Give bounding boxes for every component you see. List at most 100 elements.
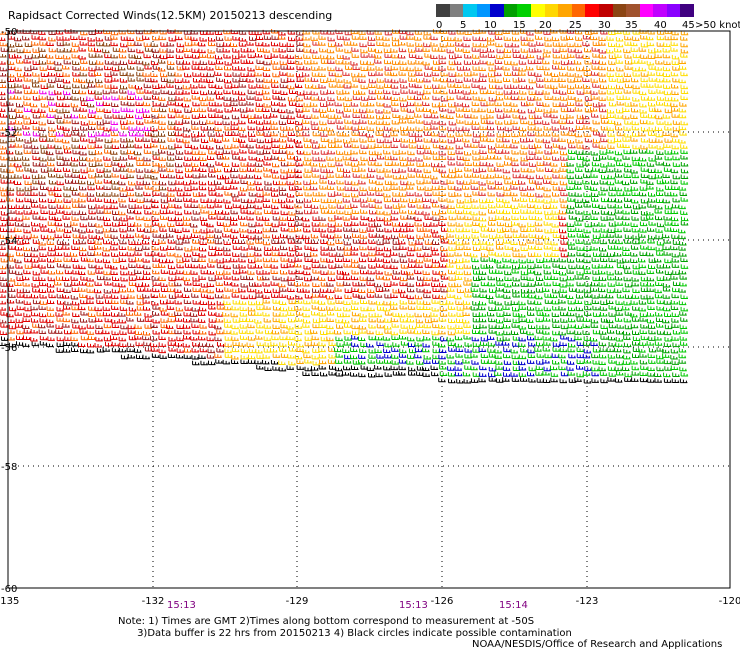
wind-barb [158, 138, 166, 143]
wind-barb [6, 149, 14, 155]
wind-barb [256, 150, 264, 155]
wind-barb [327, 66, 335, 72]
wind-barb [678, 107, 687, 113]
wind-barb [304, 77, 313, 82]
wind-barb [46, 150, 54, 156]
wind-barb [656, 179, 665, 185]
wind-barb [510, 95, 519, 101]
wind-barb [486, 108, 495, 113]
wind-barb [574, 275, 583, 280]
wind-barb [0, 41, 8, 47]
wind-barb [207, 348, 216, 354]
wind-barb [512, 125, 521, 131]
wind-barb [94, 251, 102, 256]
wind-barb [632, 347, 641, 352]
wind-barb [78, 197, 86, 203]
wind-barb [304, 329, 313, 335]
wind-barb [167, 216, 176, 222]
wind-barb [63, 48, 72, 53]
wind-barb [470, 252, 478, 258]
wind-barb [559, 378, 568, 384]
wind-barb [78, 270, 86, 276]
wind-barb [72, 323, 80, 329]
wind-barb [87, 239, 95, 244]
wind-barb [320, 330, 328, 336]
wind-barb [430, 174, 438, 180]
wind-barb [591, 113, 599, 118]
wind-barb [214, 126, 222, 132]
wind-barb [680, 197, 689, 202]
wind-barb [255, 102, 264, 107]
wind-barb [582, 119, 591, 125]
wind-barb [238, 42, 247, 47]
wind-barb [392, 312, 400, 317]
wind-barb [174, 252, 182, 258]
wind-barb [574, 180, 582, 185]
wind-barb [310, 59, 318, 65]
wind-barb [216, 258, 224, 264]
wind-barb [608, 42, 616, 47]
wind-barb [544, 293, 552, 298]
wind-barb [470, 89, 478, 95]
wind-barb [599, 312, 608, 317]
wind-barb [400, 143, 408, 148]
wind-barb [23, 293, 31, 299]
wind-barb [566, 269, 575, 274]
wind-barb [286, 335, 294, 341]
wind-barb [264, 54, 272, 59]
wind-barb [318, 191, 326, 197]
wind-barb [168, 144, 176, 150]
wind-barb [48, 246, 56, 252]
wind-barb [424, 72, 432, 77]
wind-barb [415, 60, 423, 65]
wind-barb [159, 209, 168, 215]
wind-barb [22, 288, 31, 293]
wind-barb [271, 209, 280, 215]
wind-barb [192, 156, 200, 161]
wind-barb [24, 180, 33, 186]
wind-barb [56, 269, 64, 275]
wind-barb [199, 53, 207, 58]
wind-barb [382, 306, 391, 312]
wind-barb [391, 354, 399, 359]
wind-barb [472, 312, 481, 318]
wind-barb [278, 156, 286, 162]
wind-barb [214, 336, 222, 342]
wind-barb [399, 96, 407, 102]
wind-barb [622, 264, 631, 270]
wind-barb [583, 246, 591, 252]
wind-barb [566, 35, 574, 40]
wind-barb [576, 359, 585, 364]
wind-barb [558, 77, 566, 83]
wind-barb [102, 347, 111, 352]
wind-barb [447, 371, 456, 377]
wind-barb [80, 66, 88, 71]
wind-barb [110, 245, 118, 251]
wind-barb [158, 162, 166, 168]
wind-barb [247, 336, 256, 341]
wind-barb [479, 161, 488, 167]
wind-barb [560, 311, 568, 317]
wind-barb [256, 365, 264, 370]
wind-barb [342, 168, 351, 173]
wind-barb [479, 132, 488, 138]
wind-barb [518, 366, 527, 371]
wind-barb [183, 311, 192, 317]
wind-barb [606, 299, 614, 304]
wind-barb [168, 312, 176, 317]
wind-barb [648, 102, 656, 107]
wind-barb [536, 77, 544, 82]
wind-barb [95, 173, 103, 178]
wind-barb [94, 281, 102, 286]
wind-barb [446, 48, 455, 54]
wind-barb [126, 137, 134, 143]
wind-barb [583, 125, 591, 130]
wind-barb [247, 89, 256, 95]
wind-barb [174, 131, 183, 137]
wind-barb [118, 312, 126, 317]
wind-barb [583, 203, 592, 208]
wind-barb [296, 131, 304, 137]
wind-barb [55, 329, 63, 334]
wind-barb [255, 120, 264, 125]
wind-barb [375, 251, 384, 256]
